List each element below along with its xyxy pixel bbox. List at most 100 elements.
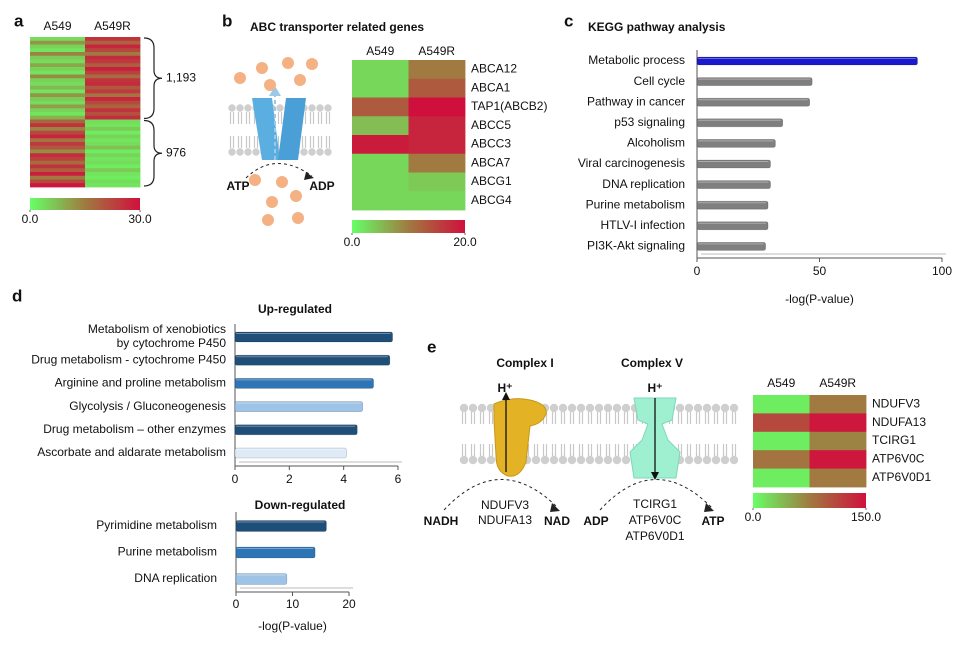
substrate: [276, 176, 288, 188]
heatmap-cell: [85, 157, 141, 162]
lipid-head: [276, 104, 284, 112]
diagrams: ATP ADP Complex I Complex V H⁺ H⁺ NDUFV3…: [226, 57, 739, 543]
row-label: ATP6V0C: [872, 452, 925, 466]
heatmap-cell: [85, 44, 141, 49]
bar: [235, 546, 316, 559]
heatmap-cell: [85, 97, 141, 102]
lipid-head: [612, 455, 622, 465]
heatmap-cell: [408, 60, 466, 80]
category-label: Drug metabolism – other enzymes: [43, 422, 226, 436]
heatmap-cell: [753, 431, 810, 451]
heatmap-cell: [352, 191, 409, 211]
heatmap-cell: [352, 135, 409, 155]
heatmap-cell: [30, 157, 86, 162]
lipid-head: [567, 455, 577, 465]
heatmap-cell: [30, 130, 86, 135]
bar: [696, 139, 776, 148]
product-label: ATP: [701, 514, 724, 528]
heatmap-cell: [30, 172, 86, 177]
heatmap-cell: [30, 134, 86, 139]
category-label: Pyrimidine metabolism: [96, 518, 217, 532]
bar: [234, 378, 374, 389]
text-line: Metabolism of xenobiotics: [88, 322, 226, 336]
heatmap-cell: [408, 116, 466, 136]
heatmap-cell: [30, 52, 86, 57]
color-tick-label: 0.0: [22, 212, 39, 226]
bar: [234, 424, 358, 436]
heatmap-cell: [85, 108, 141, 113]
lipid-head: [567, 403, 577, 413]
heatmap-cell: [30, 160, 86, 165]
lipid-head: [540, 455, 550, 465]
lipid-head: [585, 455, 595, 465]
adp-label: ADP: [309, 179, 334, 193]
category-label: Metabolic process: [588, 53, 685, 67]
heatmap-cell: [30, 112, 86, 117]
substrate: [264, 79, 276, 91]
heatmap-cell: [809, 450, 867, 469]
heatmap-cell: [809, 395, 867, 414]
heatmap-cell: [85, 123, 141, 128]
substrate-label: ADP: [583, 514, 608, 528]
heatmap-cell: [85, 59, 141, 64]
heatmap-cell: [30, 104, 86, 109]
heatmap-cell: [85, 70, 141, 75]
bar: [696, 200, 769, 210]
chart-title: Up-regulated: [258, 302, 332, 316]
heatmap-cell: [85, 78, 141, 83]
lipid-head: [531, 455, 541, 465]
category-label: Pathway in cancer: [587, 94, 685, 108]
lipid-head: [316, 148, 324, 156]
color-tick-label: 0.0: [745, 510, 762, 524]
lipid-head: [621, 455, 631, 465]
lipid-head: [236, 104, 244, 112]
lipid-head: [729, 403, 739, 413]
lipid-head: [486, 403, 496, 413]
heatmap-cell: [30, 168, 86, 173]
transporter: [278, 98, 306, 160]
heatmap-cell: [30, 145, 86, 150]
heatmap-cell: [85, 93, 141, 98]
heatmap-cell: [85, 52, 141, 57]
lipid-head: [711, 403, 721, 413]
complex-1: [493, 398, 547, 477]
heatmap-cell: [408, 153, 466, 173]
heatmap-cell: [85, 175, 141, 180]
heatmap-cell: [30, 37, 86, 42]
panel-label: e: [427, 337, 436, 356]
heatmap-cell: [30, 115, 86, 120]
heatmap-cell: [85, 82, 141, 87]
complex-title: Complex I: [496, 356, 553, 370]
atp-label: ATP: [226, 179, 249, 193]
x-tick-label: 0: [233, 597, 240, 611]
heatmap-cell: [408, 191, 466, 211]
row-label: ABCC3: [471, 137, 511, 151]
bar: [234, 331, 393, 343]
x-tick-label: 0: [232, 472, 239, 486]
category-label: Cell cycle: [634, 74, 686, 88]
heatmap-cell: [30, 175, 86, 180]
heatmap-cell: [30, 67, 86, 72]
heatmap-cell: [30, 48, 86, 53]
lipid-head: [324, 104, 332, 112]
category-label: Alcoholism: [627, 136, 685, 150]
lipid-head: [603, 455, 613, 465]
lipid-head: [228, 104, 236, 112]
row-label: ATP6V0D1: [872, 470, 931, 484]
heatmap-cell: [85, 115, 141, 120]
lipid-head: [459, 403, 469, 413]
arrow-head: [704, 503, 714, 512]
lipid-head: [308, 148, 316, 156]
heatmap-cell: [30, 138, 86, 143]
heatmap-cell: [408, 172, 466, 192]
heatmap-cell: [30, 70, 86, 75]
heatmap-cell: [809, 413, 867, 433]
bar: [696, 242, 766, 251]
heatmap-cell: [753, 413, 810, 433]
column-label: A549R: [819, 376, 856, 390]
lipid-head: [468, 403, 478, 413]
category-label: DNA replication: [134, 571, 217, 585]
cluster-brace: [143, 37, 163, 120]
